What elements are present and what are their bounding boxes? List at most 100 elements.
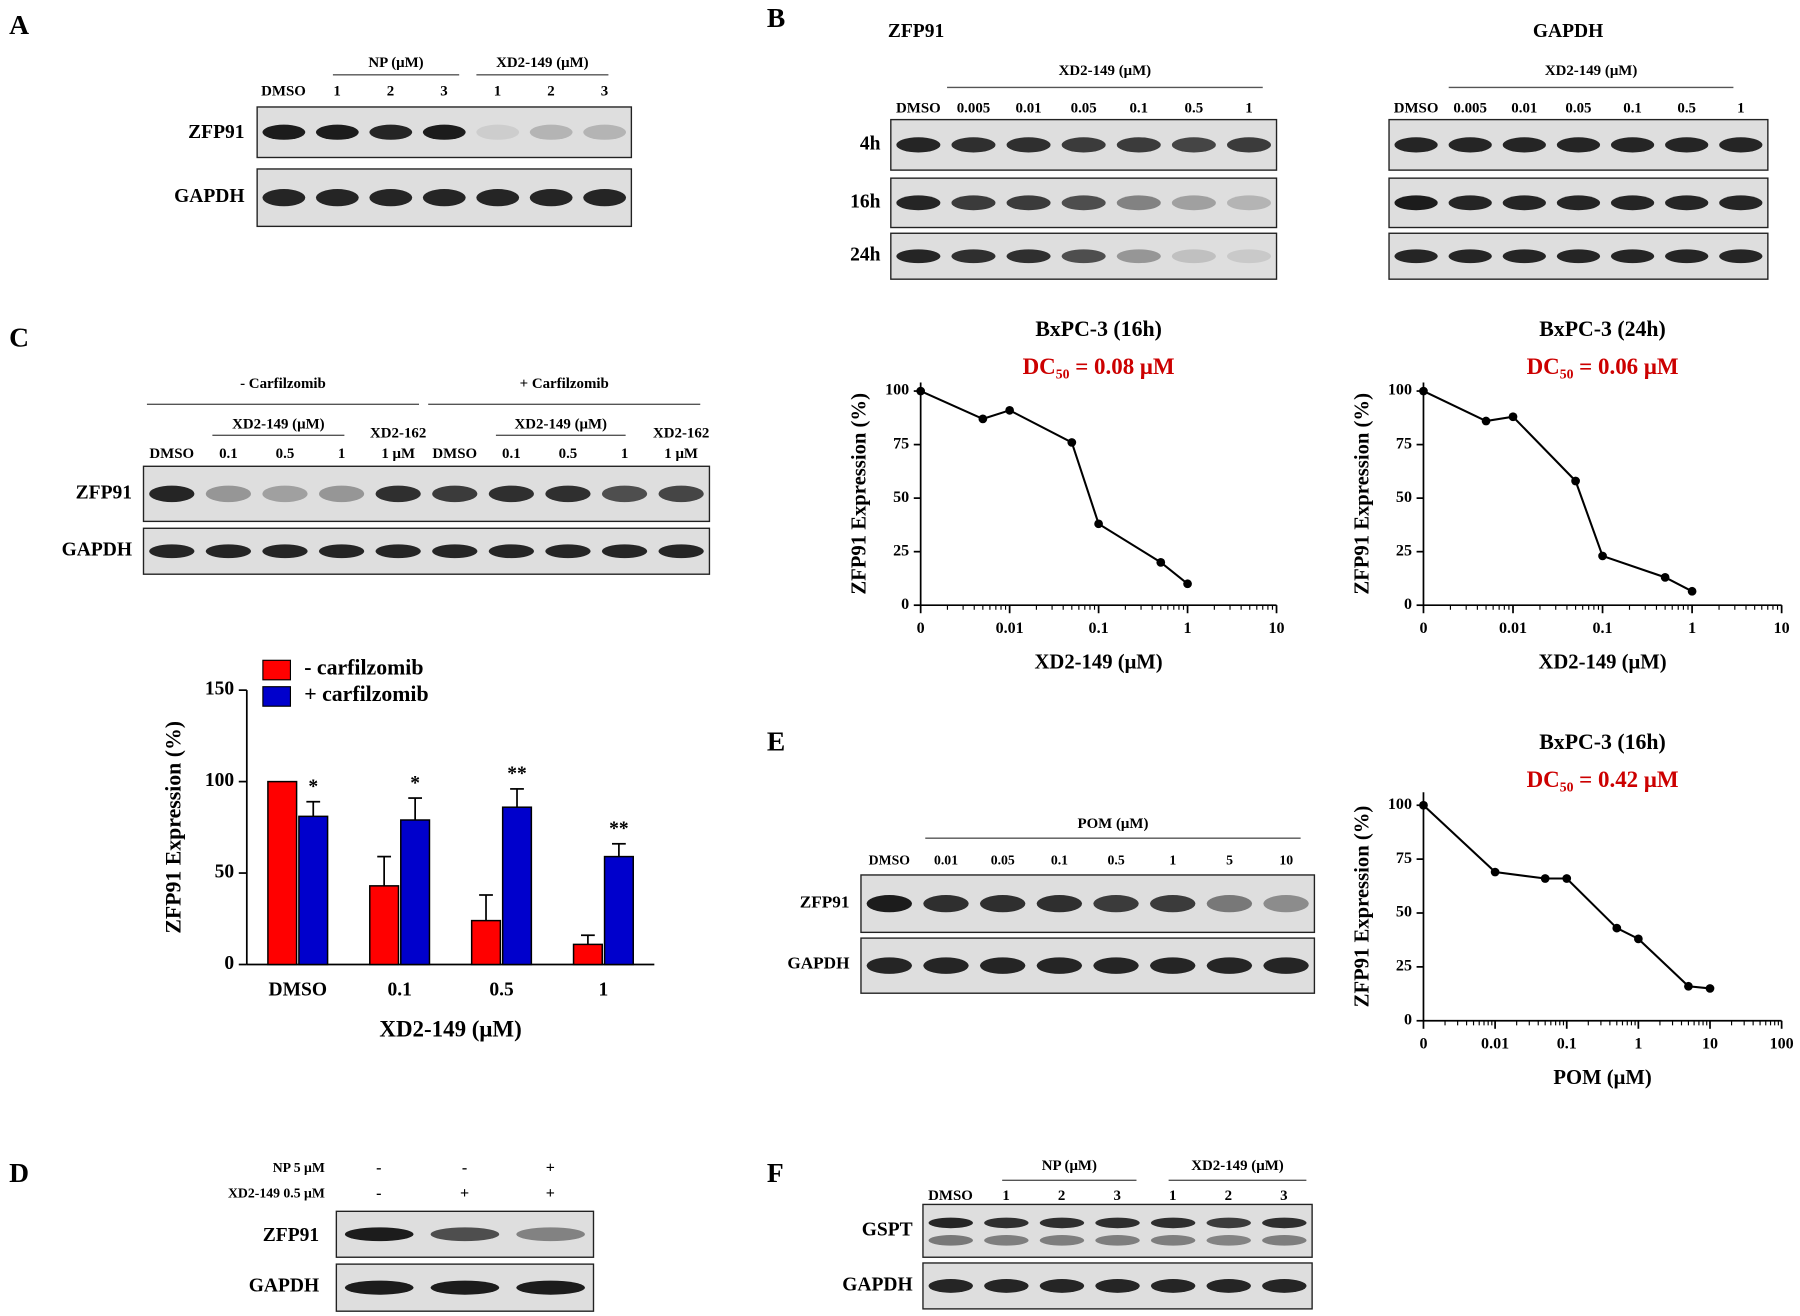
x-tick-label: 0.1 [387, 979, 411, 1000]
lane-label: 1 [621, 446, 628, 462]
blot-band [658, 544, 704, 559]
blot-band [432, 544, 478, 559]
lane-label: DMSO [149, 446, 194, 462]
panel-letter: F [767, 1157, 784, 1188]
blot-band [1206, 1235, 1251, 1246]
blot-band [1610, 137, 1655, 153]
blot-band [318, 485, 365, 503]
y-axis-label: ZFP91 Expression (%) [162, 721, 186, 934]
blot-band [1150, 1235, 1196, 1246]
point [1419, 800, 1428, 810]
condition-mark: + [460, 1185, 469, 1202]
bar [267, 780, 298, 966]
blot-band [984, 1217, 1029, 1229]
lane-label: 1 [1169, 852, 1176, 867]
line [1422, 804, 1711, 990]
group-header: NP (μM) [368, 55, 423, 71]
blot-band [1263, 895, 1309, 913]
x-tick-label: 1 [1688, 620, 1696, 637]
x-tick-label: 0.1 [1557, 1036, 1577, 1053]
point [1612, 923, 1622, 933]
blot-band [262, 124, 306, 140]
error-bar [306, 800, 321, 817]
x-tick-label: 10 [1268, 620, 1284, 637]
blot-band [866, 895, 912, 913]
chart-subtitle: DC₅₀ = 0.08 μM [1023, 354, 1175, 379]
blot-band [928, 1279, 973, 1293]
y-tick-label: 0 [224, 953, 234, 974]
y-tick-label: 0 [901, 596, 909, 613]
bar [572, 943, 603, 966]
x-tick-label: 0.5 [489, 979, 514, 1000]
blot-band [1061, 249, 1106, 264]
blot-band [205, 485, 252, 503]
blot-band [1095, 1279, 1140, 1293]
lane-label: 3 [1113, 1188, 1120, 1204]
blot-band [1039, 1235, 1085, 1246]
blot-band [1150, 1217, 1196, 1229]
bar [501, 806, 533, 966]
x-tick-label: 10 [1774, 620, 1790, 637]
blot-band [1556, 137, 1601, 153]
blot-band [1226, 249, 1272, 264]
lane-label: DMSO [869, 852, 911, 867]
y-tick-label: 100 [205, 770, 234, 791]
blot-band [488, 544, 534, 559]
lane-label: 0.1 [219, 446, 238, 462]
blot-band [896, 249, 941, 264]
lane-label: 2 [547, 83, 554, 99]
y-tick-label: 25 [893, 542, 909, 559]
blot-band [1719, 195, 1763, 211]
lane-label: DMSO [896, 101, 941, 117]
chart-title: BxPC-3 (16h) [1035, 317, 1162, 341]
lane-label: 1 [494, 83, 501, 99]
condition-mark: + [546, 1185, 555, 1202]
blot-band [430, 1227, 500, 1242]
row-label: GAPDH [787, 953, 850, 972]
x-tick-label: 1 [599, 979, 609, 1000]
blot-title: ZFP91 [888, 21, 944, 42]
lane-label: 0.05 [1071, 101, 1097, 117]
blot-band [1206, 1279, 1251, 1293]
blot-band [476, 124, 520, 140]
blot-band [1448, 249, 1492, 264]
blot-band [476, 189, 520, 207]
error-bar [408, 797, 423, 821]
lane-label: DMSO [432, 446, 477, 462]
lane-label: 0.5 [1108, 852, 1125, 867]
lane-label: 0.05 [1565, 101, 1591, 117]
row-label: ZFP91 [76, 482, 132, 503]
blot-band [1610, 249, 1655, 264]
legend-label: + carfilzomib [304, 682, 428, 706]
condition-label: NP 5 μM [273, 1160, 325, 1175]
blot [922, 1203, 1313, 1258]
group-header: NP (μM) [1042, 1158, 1097, 1174]
group-header: XD2-149 (μM) [496, 55, 589, 71]
chart-subtitle: DC₅₀ = 0.06 μM [1527, 354, 1679, 379]
lane-label: 2 [1058, 1188, 1065, 1204]
point [1540, 874, 1550, 883]
blot-band [205, 544, 252, 559]
y-tick-label: 25 [1396, 958, 1412, 975]
blot-band [984, 1279, 1029, 1293]
point [1598, 551, 1607, 561]
y-tick-label: 50 [1396, 489, 1412, 506]
blot-band [1061, 195, 1106, 211]
blot-band [979, 895, 1026, 913]
x-tick-label: 0.01 [996, 620, 1024, 637]
lane-label: 2 [1225, 1188, 1232, 1204]
panel-letter: B [767, 2, 785, 33]
blot-band [1061, 137, 1106, 153]
lane-label: 1 [333, 83, 340, 99]
row-label: ZFP91 [188, 122, 244, 143]
x-tick-label: 0.01 [1481, 1036, 1509, 1053]
lane-label: XD2-162 [653, 426, 709, 442]
y-tick-label: 100 [1388, 382, 1412, 399]
lane-label: 0.1 [1051, 852, 1068, 867]
blot-band [545, 485, 591, 503]
blot-band [1263, 957, 1309, 974]
blot-band [375, 544, 421, 559]
lane-label: DMSO [1394, 101, 1439, 117]
y-tick-label: 25 [1396, 542, 1412, 559]
